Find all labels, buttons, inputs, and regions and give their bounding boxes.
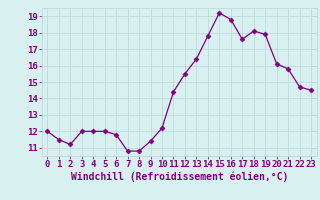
X-axis label: Windchill (Refroidissement éolien,°C): Windchill (Refroidissement éolien,°C): [70, 172, 288, 182]
